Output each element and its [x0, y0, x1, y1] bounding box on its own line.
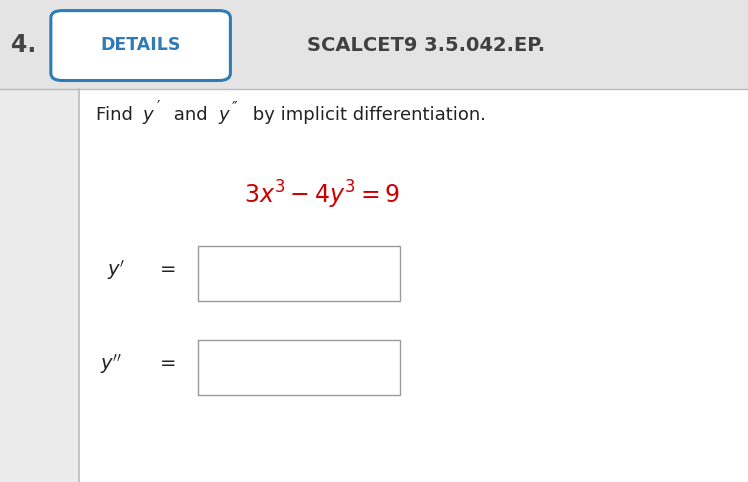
Text: y: y	[143, 107, 153, 124]
Text: SCALCET9 3.5.042.EP.: SCALCET9 3.5.042.EP.	[307, 36, 545, 55]
Text: =: =	[160, 354, 177, 374]
Text: ′: ′	[156, 100, 160, 115]
FancyBboxPatch shape	[79, 89, 748, 482]
Text: by implicit differentiation.: by implicit differentiation.	[247, 107, 486, 124]
FancyBboxPatch shape	[198, 340, 400, 395]
FancyBboxPatch shape	[51, 11, 230, 80]
Text: DETAILS: DETAILS	[100, 36, 181, 54]
Text: and: and	[168, 107, 214, 124]
Text: ″: ″	[232, 100, 238, 115]
Text: $y'$: $y'$	[107, 258, 125, 282]
Text: $3x^3 - 4y^3 = 9$: $3x^3 - 4y^3 = 9$	[244, 179, 399, 211]
Text: 4.: 4.	[11, 33, 37, 57]
Text: $y''$: $y''$	[99, 352, 122, 376]
FancyBboxPatch shape	[0, 89, 79, 482]
Text: =: =	[160, 260, 177, 280]
FancyBboxPatch shape	[0, 0, 748, 89]
Text: Find: Find	[96, 107, 138, 124]
FancyBboxPatch shape	[198, 246, 400, 301]
Text: y: y	[218, 107, 229, 124]
